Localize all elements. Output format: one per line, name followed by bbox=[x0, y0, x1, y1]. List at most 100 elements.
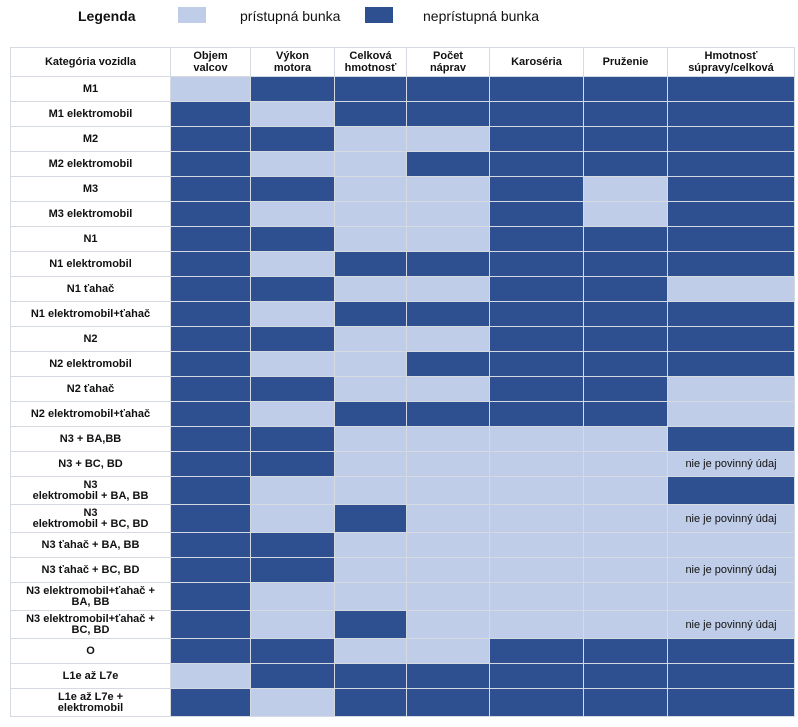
table-row: N1 elektromobil+ťahač bbox=[10, 301, 795, 327]
cell-combination-weight-inaccessible bbox=[667, 351, 795, 377]
cell-axle-count-inaccessible bbox=[406, 663, 490, 689]
table-row: N3 + BC, BD nie je povinný údaj bbox=[10, 451, 795, 477]
cell-body-inaccessible bbox=[489, 176, 584, 202]
table-header-row: Kategória vozidla Objem valcov Výkon mot… bbox=[10, 47, 795, 77]
cell-engine-power-accessible bbox=[250, 301, 335, 327]
cell-body-accessible bbox=[489, 426, 584, 452]
cell-body-inaccessible bbox=[489, 663, 584, 689]
cell-axle-count-accessible bbox=[406, 476, 490, 505]
cell-axle-count-accessible bbox=[406, 176, 490, 202]
cell-combination-weight-accessible: nie je povinný údaj bbox=[667, 610, 795, 639]
cell-engine-power-inaccessible bbox=[250, 663, 335, 689]
optional-note: nie je povinný údaj bbox=[685, 512, 777, 525]
table-row: N3 ťahač + BC, BD nie je povinný údaj bbox=[10, 557, 795, 583]
table-row: N3 elektromobil+ťahač + BA, BB bbox=[10, 582, 795, 611]
cell-suspension-accessible bbox=[583, 582, 668, 611]
cell-body-inaccessible bbox=[489, 101, 584, 127]
cell-body-inaccessible bbox=[489, 326, 584, 352]
cell-total-weight-accessible bbox=[334, 351, 407, 377]
category-label: N1 ťahač bbox=[10, 276, 171, 302]
cell-combination-weight-inaccessible bbox=[667, 251, 795, 277]
cell-engine-power-accessible bbox=[250, 504, 335, 533]
category-label: N1 elektromobil+ťahač bbox=[10, 301, 171, 327]
cell-total-weight-accessible bbox=[334, 176, 407, 202]
cell-body-inaccessible bbox=[489, 126, 584, 152]
cell-engine-capacity-inaccessible bbox=[170, 101, 251, 127]
cell-engine-capacity-inaccessible bbox=[170, 176, 251, 202]
header-axle-count: Počet náprav bbox=[406, 47, 490, 77]
cell-engine-power-accessible bbox=[250, 101, 335, 127]
cell-body-accessible bbox=[489, 582, 584, 611]
cell-engine-capacity-accessible bbox=[170, 663, 251, 689]
cell-total-weight-accessible bbox=[334, 326, 407, 352]
cell-engine-power-inaccessible bbox=[250, 126, 335, 152]
legend-accessible-label: prístupná bunka bbox=[240, 8, 341, 24]
cell-suspension-inaccessible bbox=[583, 251, 668, 277]
cell-axle-count-accessible bbox=[406, 126, 490, 152]
cell-engine-power-inaccessible bbox=[250, 226, 335, 252]
cell-suspension-inaccessible bbox=[583, 376, 668, 402]
header-body: Karoséria bbox=[489, 47, 584, 77]
cell-combination-weight-inaccessible bbox=[667, 663, 795, 689]
cell-engine-power-inaccessible bbox=[250, 532, 335, 558]
cell-total-weight-inaccessible bbox=[334, 251, 407, 277]
table-row: N1 elektromobil bbox=[10, 251, 795, 277]
cell-engine-capacity-inaccessible bbox=[170, 151, 251, 177]
cell-total-weight-inaccessible bbox=[334, 663, 407, 689]
cell-engine-power-accessible bbox=[250, 251, 335, 277]
cell-combination-weight-accessible bbox=[667, 276, 795, 302]
cell-body-inaccessible bbox=[489, 351, 584, 377]
cell-total-weight-inaccessible bbox=[334, 101, 407, 127]
table-row: M3 bbox=[10, 176, 795, 202]
cell-combination-weight-inaccessible bbox=[667, 76, 795, 102]
cell-engine-power-inaccessible bbox=[250, 276, 335, 302]
category-label: N3 + BC, BD bbox=[10, 451, 171, 477]
cell-axle-count-accessible bbox=[406, 532, 490, 558]
cell-total-weight-accessible bbox=[334, 201, 407, 227]
cell-combination-weight-inaccessible bbox=[667, 326, 795, 352]
category-label: N1 elektromobil bbox=[10, 251, 171, 277]
cell-engine-power-accessible bbox=[250, 151, 335, 177]
vehicle-category-table: Kategória vozidla Objem valcov Výkon mot… bbox=[10, 47, 795, 717]
category-label: N3 elektromobil+ťahač + BC, BD bbox=[10, 610, 171, 639]
cell-engine-capacity-inaccessible bbox=[170, 582, 251, 611]
cell-body-inaccessible bbox=[489, 201, 584, 227]
cell-suspension-accessible bbox=[583, 176, 668, 202]
cell-engine-capacity-inaccessible bbox=[170, 226, 251, 252]
cell-engine-capacity-inaccessible bbox=[170, 301, 251, 327]
category-label: N3 elektromobil + BA, BB bbox=[10, 476, 171, 505]
cell-engine-power-inaccessible bbox=[250, 76, 335, 102]
cell-body-accessible bbox=[489, 476, 584, 505]
cell-suspension-accessible bbox=[583, 532, 668, 558]
cell-combination-weight-inaccessible bbox=[667, 688, 795, 717]
table-row: N2 elektromobil bbox=[10, 351, 795, 377]
legend-accessible-swatch bbox=[178, 7, 206, 23]
cell-engine-capacity-inaccessible bbox=[170, 451, 251, 477]
category-label: M1 elektromobil bbox=[10, 101, 171, 127]
category-label: N3 ťahač + BC, BD bbox=[10, 557, 171, 583]
category-label: N2 ťahač bbox=[10, 376, 171, 402]
table-row: M2 bbox=[10, 126, 795, 152]
cell-suspension-inaccessible bbox=[583, 401, 668, 427]
cell-suspension-accessible bbox=[583, 451, 668, 477]
legend-title: Legenda bbox=[78, 8, 136, 24]
cell-axle-count-inaccessible bbox=[406, 351, 490, 377]
cell-engine-capacity-inaccessible bbox=[170, 557, 251, 583]
table-row: N2 elektromobil+ťahač bbox=[10, 401, 795, 427]
cell-total-weight-accessible bbox=[334, 557, 407, 583]
cell-combination-weight-inaccessible bbox=[667, 176, 795, 202]
optional-note: nie je povinný údaj bbox=[685, 458, 777, 470]
category-label: M3 elektromobil bbox=[10, 201, 171, 227]
cell-axle-count-accessible bbox=[406, 276, 490, 302]
cell-axle-count-inaccessible bbox=[406, 301, 490, 327]
cell-suspension-accessible bbox=[583, 610, 668, 639]
cell-axle-count-accessible bbox=[406, 226, 490, 252]
cell-suspension-accessible bbox=[583, 476, 668, 505]
cell-engine-capacity-accessible bbox=[170, 76, 251, 102]
cell-total-weight-accessible bbox=[334, 476, 407, 505]
cell-axle-count-accessible bbox=[406, 426, 490, 452]
cell-total-weight-accessible bbox=[334, 532, 407, 558]
cell-suspension-inaccessible bbox=[583, 638, 668, 664]
cell-body-inaccessible bbox=[489, 251, 584, 277]
cell-total-weight-accessible bbox=[334, 276, 407, 302]
